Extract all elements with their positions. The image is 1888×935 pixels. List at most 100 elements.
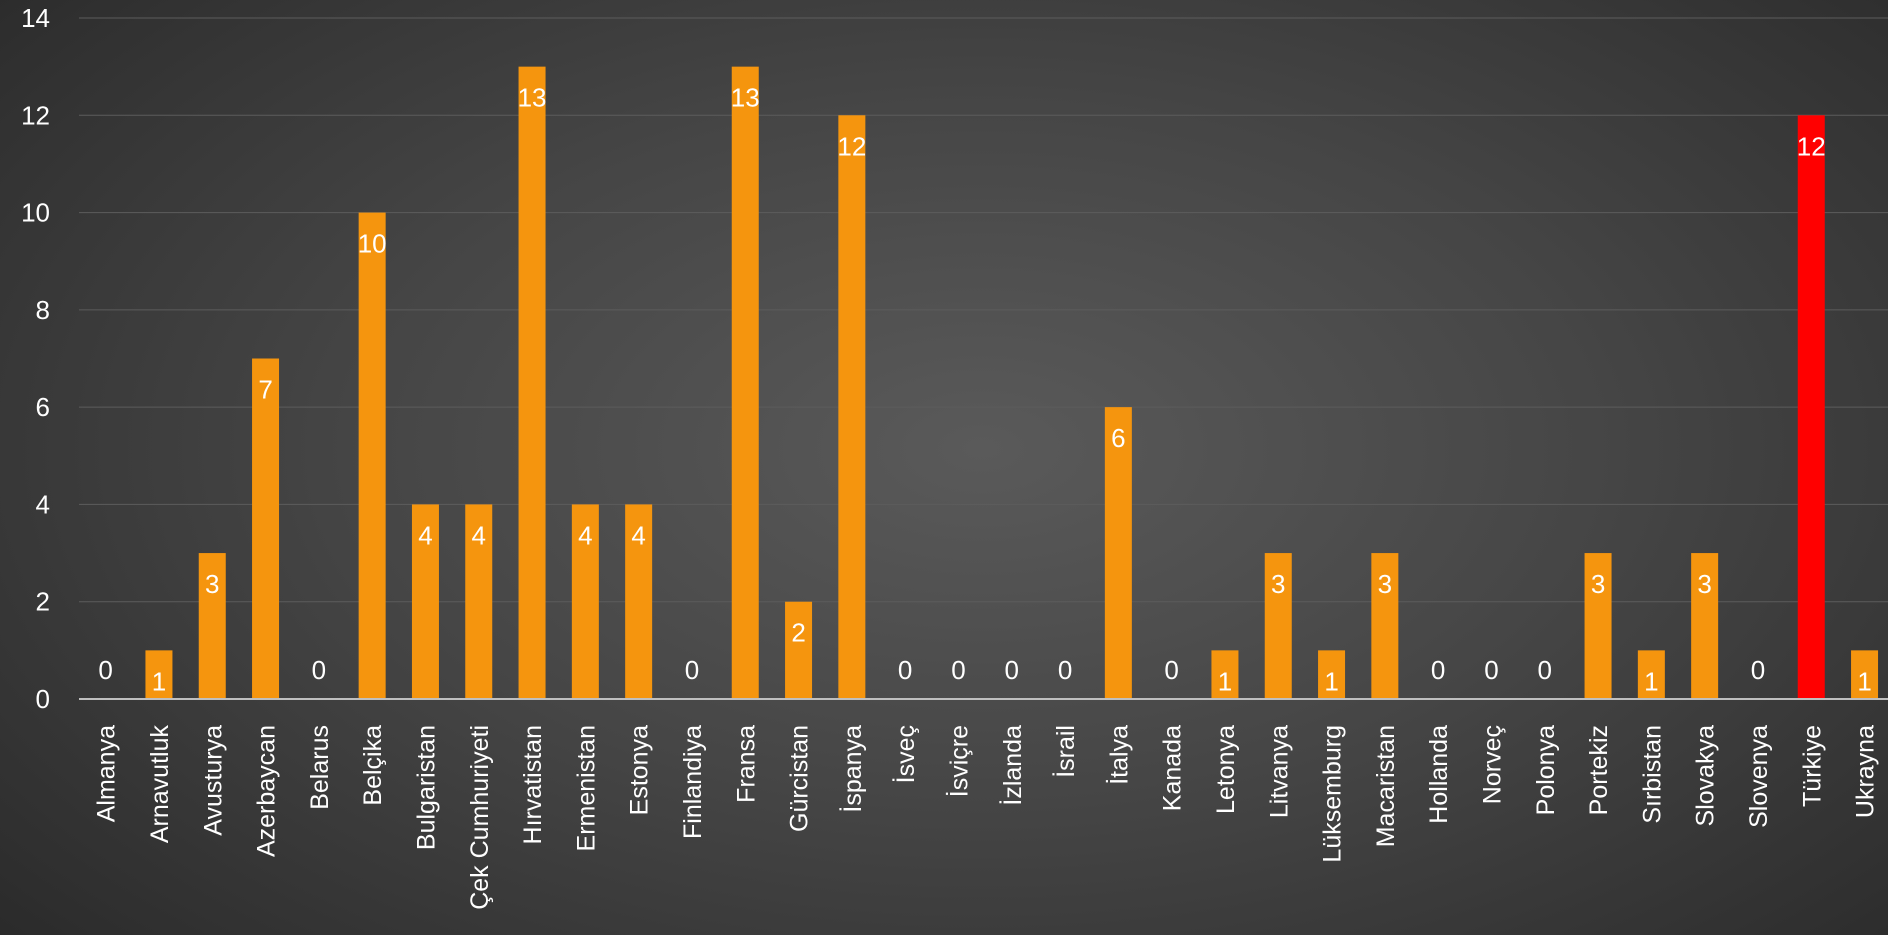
data-label: 1 (1644, 666, 1658, 696)
data-label: 4 (631, 520, 645, 550)
data-label: 0 (1431, 655, 1445, 685)
data-label: 0 (898, 655, 912, 685)
data-label: 0 (1058, 655, 1072, 685)
x-tick-label: Kanada (1159, 725, 1187, 811)
data-label: 0 (98, 655, 112, 685)
x-tick-label: Finlandiya (679, 725, 707, 839)
x-tick-label: Gürcistan (786, 725, 814, 832)
data-label: 3 (1591, 569, 1605, 599)
data-label: 10 (358, 229, 387, 259)
data-label: 7 (258, 375, 272, 405)
x-tick-label: Türkiye (1798, 725, 1826, 807)
x-tick-label: Ukrayna (1852, 725, 1880, 818)
data-label: 4 (578, 520, 592, 550)
bar (731, 66, 759, 699)
data-label: 1 (152, 666, 166, 696)
x-axis-ticks: Almanya Arnavutluk Avusturya Azerbaycan Bela… (93, 725, 1880, 910)
x-tick-label: Belarus (306, 725, 334, 810)
bar (252, 358, 280, 699)
data-label: 0 (312, 655, 326, 685)
x-tick-label: Portekiz (1585, 725, 1613, 815)
x-tick-label: Arnavutluk (146, 725, 174, 844)
bar (1797, 115, 1825, 700)
x-tick-label: Bulgaristan (412, 725, 440, 850)
bar (785, 601, 813, 699)
x-tick-label: İspanya (838, 725, 867, 813)
data-label: 3 (1271, 569, 1285, 599)
x-tick-label: Belçika (359, 725, 387, 806)
bar (465, 504, 493, 699)
bar (625, 504, 653, 699)
bar (1371, 553, 1399, 699)
y-tick-label: 8 (36, 295, 50, 325)
data-label: 0 (1484, 655, 1498, 685)
x-tick-label: Slovakya (1692, 725, 1720, 827)
x-tick-label: Azerbaycan (253, 725, 281, 857)
data-label: 6 (1111, 423, 1125, 453)
data-label: 4 (418, 520, 432, 550)
bar (358, 212, 386, 700)
data-label: 1 (1218, 666, 1232, 696)
x-tick-label: Ermenistan (572, 725, 600, 851)
data-label: 12 (1797, 131, 1826, 161)
x-tick-label: Macaristan (1372, 725, 1400, 847)
x-tick-label: Lüksemburg (1319, 725, 1347, 863)
bar (1211, 650, 1239, 699)
bar (518, 66, 546, 699)
data-label: 0 (1751, 655, 1765, 685)
data-label: 4 (472, 520, 486, 550)
bar (411, 504, 439, 699)
bar (1691, 553, 1719, 699)
data-label: 0 (1005, 655, 1019, 685)
bar (198, 553, 226, 699)
y-axis-ticks: 0 2 4 6 8 10 12 14 (21, 3, 50, 714)
bar (1851, 650, 1879, 699)
y-tick-label: 6 (36, 392, 50, 422)
x-tick-label: Çek Cumhuriyeti (466, 725, 494, 910)
x-tick-label: Hollanda (1425, 725, 1453, 824)
bar (1318, 650, 1346, 699)
gridlines (79, 17, 1888, 603)
x-tick-label: Litvanya (1265, 725, 1293, 818)
data-label: 1 (1324, 666, 1338, 696)
bar (571, 504, 599, 699)
x-tick-label: Almanya (93, 725, 121, 822)
x-tick-label: Norveç (1478, 725, 1506, 804)
x-tick-label: Avusturya (199, 725, 227, 836)
data-label: 0 (1538, 655, 1552, 685)
x-tick-label: Sırbistan (1638, 725, 1666, 824)
x-tick-label: Estonya (626, 725, 654, 815)
bars (145, 66, 1879, 700)
x-tick-label: Hırvatistan (519, 725, 547, 844)
data-label: 1 (1857, 666, 1871, 696)
data-label: 0 (951, 655, 965, 685)
y-tick-label: 10 (21, 198, 50, 228)
y-tick-label: 0 (36, 684, 50, 714)
data-label: 2 (791, 618, 805, 648)
data-label: 0 (685, 655, 699, 685)
x-tick-label: İtalya (1104, 725, 1133, 785)
bar (838, 115, 866, 700)
y-tick-label: 2 (36, 587, 50, 617)
bar (1104, 407, 1132, 699)
x-tick-label: Fransa (732, 725, 760, 803)
x-tick-label: İsviçre (944, 725, 973, 797)
data-label: 0 (1164, 655, 1178, 685)
y-tick-label: 12 (21, 100, 50, 130)
data-label: 3 (205, 569, 219, 599)
x-tick-label: İsrail (1051, 725, 1080, 778)
data-label: 3 (1378, 569, 1392, 599)
data-label: 13 (518, 83, 547, 113)
bar (1264, 553, 1292, 699)
x-tick-label: İsveç (891, 725, 920, 783)
x-tick-label: Polonya (1532, 725, 1560, 815)
x-tick-label: İzlanda (998, 725, 1027, 806)
data-label: 3 (1697, 569, 1711, 599)
y-tick-label: 14 (21, 3, 50, 33)
bar (1637, 650, 1665, 699)
bar (1584, 553, 1612, 699)
y-tick-label: 4 (36, 489, 50, 519)
